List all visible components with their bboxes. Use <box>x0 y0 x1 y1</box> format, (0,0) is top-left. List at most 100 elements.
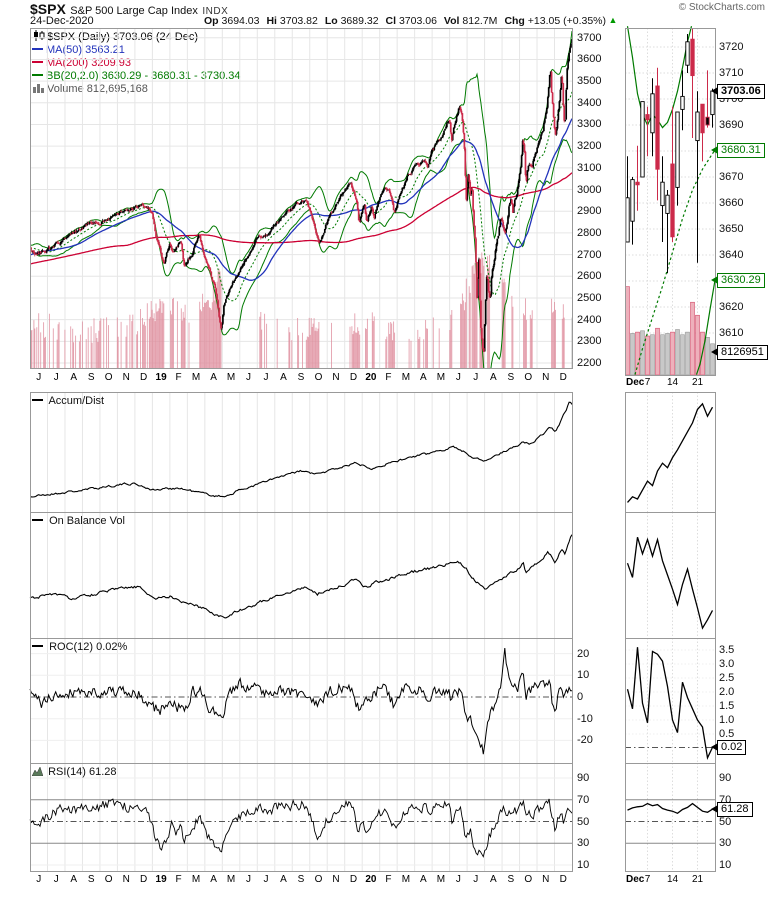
mini-volume-bar <box>690 301 695 376</box>
stockcharts-watermark: © StockCharts.com <box>678 2 765 13</box>
value-badge: 8126951 <box>717 344 768 360</box>
month-label: M <box>401 372 411 383</box>
month-label: M <box>226 372 236 383</box>
axis-tick-label: 2.5 <box>719 672 735 684</box>
mini-volume-bar <box>640 330 645 376</box>
axis-tick-label: 2200 <box>577 357 602 369</box>
axis-tick-label: 3200 <box>577 140 602 153</box>
mini-price-panel-series <box>625 26 716 376</box>
axis-tick-label: 3710 <box>719 67 744 79</box>
legend-row: MA(200) 3209.93 <box>32 57 240 70</box>
mini-volume-bar <box>660 334 665 376</box>
mini-obv-line <box>626 537 714 630</box>
quote-value: 3689.32 <box>337 15 379 27</box>
axis-tick-label: 3690 <box>719 119 744 131</box>
month-label: M <box>401 874 411 885</box>
month-label: J <box>455 874 461 885</box>
quote-value: 3703.82 <box>276 15 318 27</box>
mini-day-label: 14 <box>666 874 679 885</box>
month-label: S <box>87 372 95 383</box>
axis-tick-label: 3500 <box>577 75 602 88</box>
legend-row: Volume 812,695,168 <box>32 83 240 96</box>
quote-value: 3694.03 <box>218 15 260 27</box>
month-label: M <box>436 372 446 383</box>
month-label: N <box>332 372 340 383</box>
line-swatch-icon <box>32 61 43 63</box>
axis-tick-label: 2900 <box>577 205 602 218</box>
month-label: O <box>314 372 323 383</box>
axis-tick-label: 2600 <box>577 270 602 283</box>
mini-day-label: 7 <box>644 874 651 885</box>
month-label: O <box>104 874 113 885</box>
mini-volume-bar <box>705 337 710 376</box>
value-badge: 61.28 <box>717 801 753 817</box>
month-label: S <box>507 372 515 383</box>
panel-border <box>625 763 716 872</box>
month-label: J <box>473 874 479 885</box>
mini-candle-body <box>680 95 685 110</box>
obv-line <box>29 534 573 619</box>
mini-candle-body <box>705 116 710 126</box>
mini-day-label: Dec <box>626 874 645 885</box>
quote-value: 812.7M <box>459 15 498 27</box>
mini-bb-middle <box>634 149 716 375</box>
month-label: F <box>175 874 182 885</box>
mini-day-label: 14 <box>666 377 679 388</box>
panel-border <box>30 392 573 513</box>
mini-candle-body <box>655 85 660 170</box>
line-swatch-icon <box>32 74 43 76</box>
mini-volume-bar <box>630 333 635 376</box>
month-label: J <box>455 372 461 383</box>
month-label: A <box>420 874 427 885</box>
month-label: J <box>36 874 42 885</box>
month-label: F <box>385 874 392 885</box>
month-label: N <box>542 874 550 885</box>
legend-text: BB(20,2.0) 3630.29 - 3680.31 - 3730.34 <box>46 70 241 82</box>
month-label: N <box>542 372 550 383</box>
month-label: A <box>280 874 287 885</box>
axis-tick-label: -20 <box>577 734 593 747</box>
price-panel-series <box>30 30 572 368</box>
value-badge: 3703.06 <box>717 83 765 99</box>
month-label: D <box>139 372 148 383</box>
axis-tick-label: 1.0 <box>719 714 735 726</box>
axis-tick-label: 2500 <box>577 291 602 304</box>
month-label: M <box>191 874 201 885</box>
axis-tick-label: 2800 <box>577 226 602 239</box>
mini-candle-body <box>635 181 640 186</box>
mini-candle-body <box>630 179 635 222</box>
axis-tick-label: 2.0 <box>719 686 735 698</box>
overlay-legend: $SPX (Daily) 3703.06 (24 Dec) MA(50) 3563… <box>32 30 240 96</box>
mini-accum-dist-line <box>627 402 714 503</box>
bb-lower-band <box>30 139 572 368</box>
mini-bb-upper <box>626 26 693 129</box>
month-label: D <box>559 372 567 383</box>
mini-bb-lower <box>695 280 716 375</box>
value-badge: 3630.29 <box>717 272 765 288</box>
axis-tick-label: 2700 <box>577 248 602 261</box>
mini-candle-body <box>670 163 675 238</box>
month-label: A <box>489 874 497 885</box>
month-label: O <box>524 372 533 383</box>
axis-tick-label: 3650 <box>719 223 744 235</box>
change-up-icon: ▲ <box>606 15 618 25</box>
value-badge: 0.02 <box>717 739 747 755</box>
legend-text: MA(50) 3563.21 <box>46 44 125 56</box>
month-label: N <box>122 372 130 383</box>
mini-roc-line <box>626 647 714 760</box>
axis-tick-label: 90 <box>577 772 590 784</box>
mini-volume-bar <box>670 331 675 376</box>
legend-text: $SPX (Daily) 3703.06 (24 Dec) <box>47 31 199 43</box>
month-label: J <box>53 372 59 383</box>
mini-volume-bar <box>625 286 630 376</box>
axis-tick-label: 70 <box>577 793 590 806</box>
axis-tick-label: 0.5 <box>719 728 735 740</box>
quote-label: Cl <box>385 15 397 27</box>
axis-tick-label: 2300 <box>577 335 602 348</box>
mini-candle-body <box>650 93 655 134</box>
panel-border <box>625 28 716 376</box>
mini-rsi-line <box>627 802 713 815</box>
ma200-line <box>30 172 572 265</box>
line-swatch-icon <box>32 399 43 401</box>
